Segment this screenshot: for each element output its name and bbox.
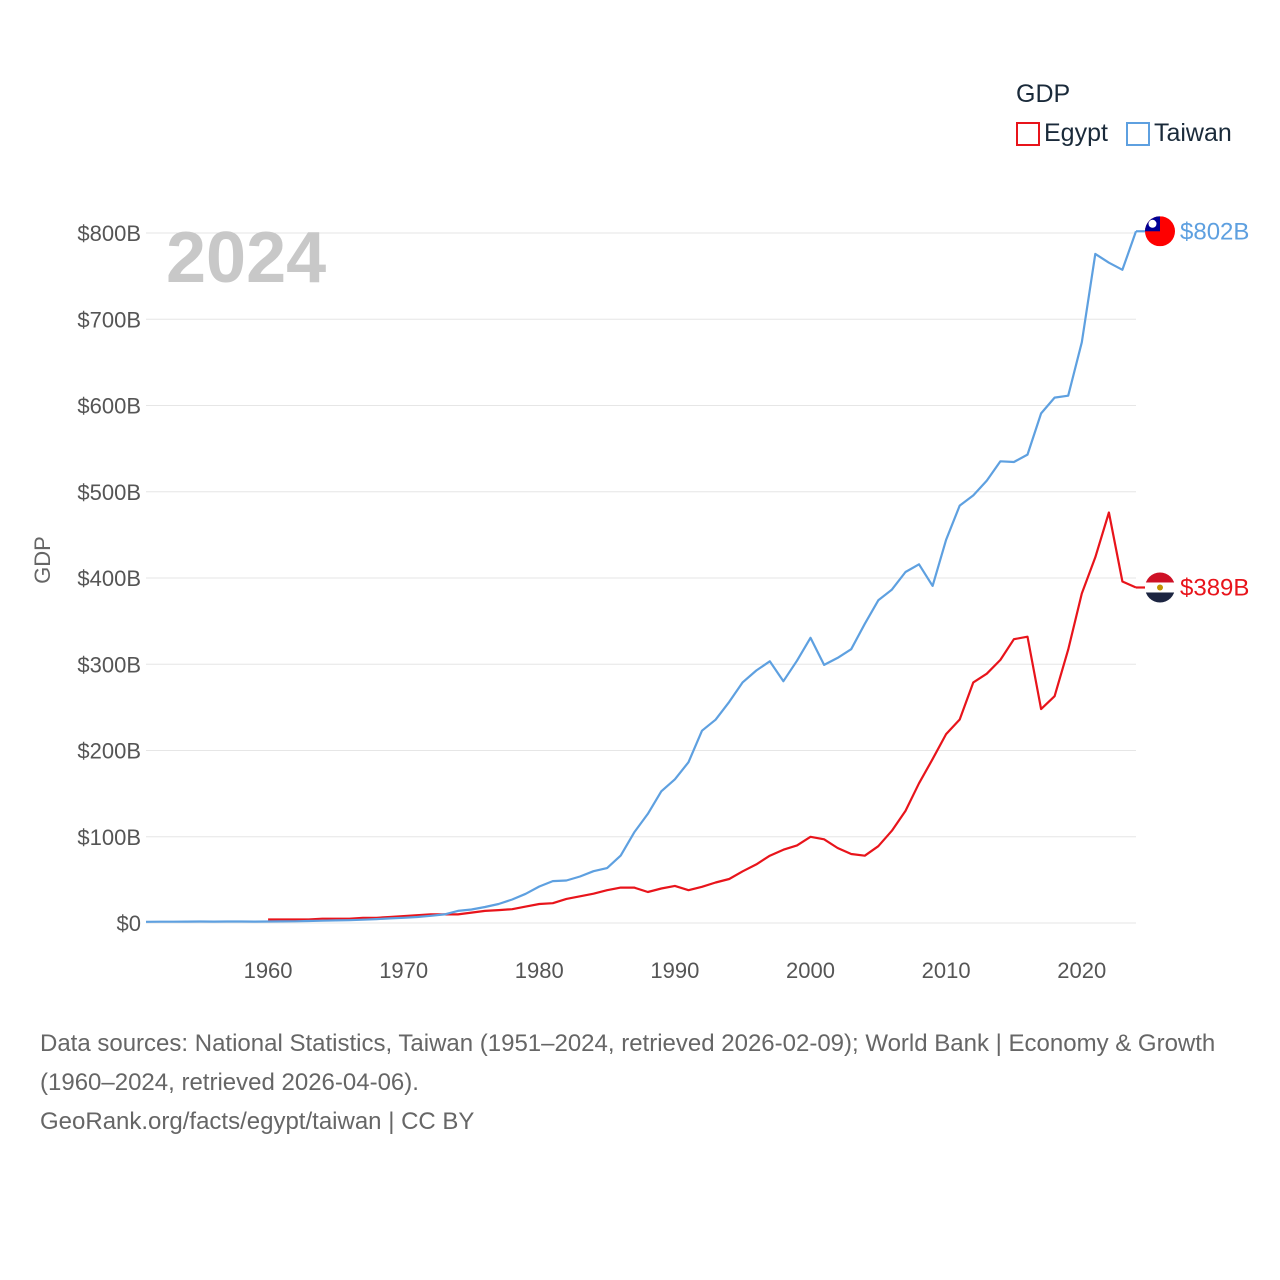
x-tick-label: 1980 [515,958,564,983]
x-tick-label: 1990 [650,958,699,983]
legend-item-egypt[interactable]: Egypt [1016,119,1108,148]
flags-layer: $389B $802B [1145,216,1249,603]
footer-sources: Data sources: National Statistics, Taiwa… [40,1030,1216,1096]
y-tick-label: $800B [77,221,141,246]
year-label: 2024 [166,218,326,298]
legend-swatch-taiwan [1125,121,1150,146]
legend-swatch-egypt [1016,121,1040,146]
legend-label-egypt: Egypt [1044,119,1108,147]
legend-title: GDP [1016,80,1071,108]
x-tick-label: 2010 [922,958,971,983]
x-tick-label: 2020 [1057,958,1106,983]
y-tick-label: $700B [77,307,141,332]
end-value-label-taiwan: $802B [1180,218,1249,245]
series-line-egypt [268,511,1137,921]
y-tick-label: $300B [77,652,141,677]
y-tick-label: $200B [77,739,141,764]
x-tick-label: 2000 [786,958,835,983]
y-axis-title: GDP [30,536,55,584]
legend-item-taiwan[interactable]: Taiwan [1125,119,1232,148]
y-tick-label: $400B [77,566,141,591]
x-tick-labels: 1960 1970 1980 1990 2000 2010 2020 [244,958,1107,983]
y-tick-label: $100B [77,825,141,850]
grid-layer [146,232,1136,924]
y-tick-label: $0 [117,911,141,936]
series-layer [145,230,1145,923]
x-tick-label: 1960 [244,958,293,983]
footer: Data sources: National Statistics, Taiwa… [40,1024,1240,1141]
legend-label-taiwan: Taiwan [1153,119,1232,147]
series-line-taiwan [145,230,1138,923]
y-tick-labels: $0 $100B $200B $300B $400B $500B $600B $700B $80… [77,221,141,936]
legend: GDP Egypt Taiwan [1016,80,1232,148]
taiwan-flag-icon [1145,216,1175,247]
end-value-label-egypt: $389B [1180,574,1249,601]
egypt-flag-icon [1145,572,1175,603]
y-tick-label: $600B [77,394,141,419]
gdp-line-chart: $0 $100B $200B $300B $400B $500B $600B $700B $80… [30,216,1249,983]
x-tick-label: 1970 [379,958,428,983]
y-tick-label: $500B [77,480,141,505]
footer-credit: GeoRank.org/facts/egypt/taiwan | CC BY [40,1108,475,1135]
